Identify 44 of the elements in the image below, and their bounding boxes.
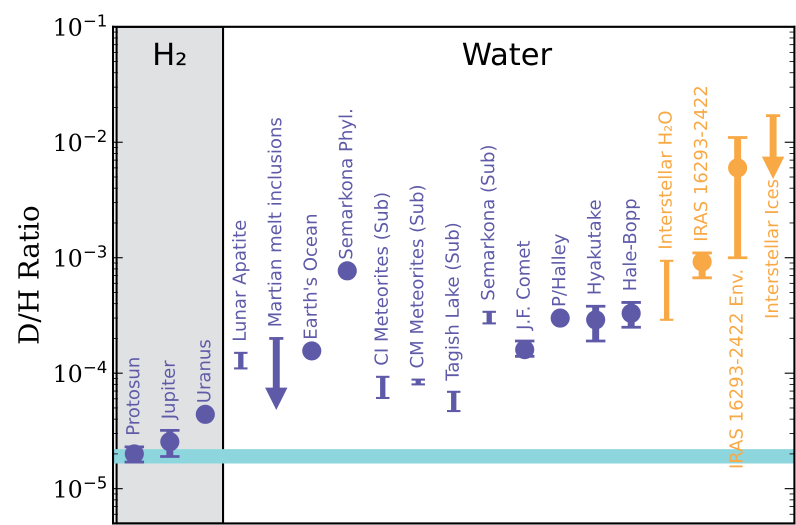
point <box>160 432 180 452</box>
point <box>692 252 712 272</box>
x-tick-label: Interstellar H₂O <box>658 111 672 248</box>
x-tick-label: J.F. Comet <box>516 240 534 331</box>
x-tick-label: CM Meteorites (Sub) <box>409 186 426 368</box>
point <box>196 404 215 424</box>
bar <box>416 380 421 384</box>
point <box>338 261 357 280</box>
point <box>265 388 288 410</box>
point <box>550 308 570 328</box>
x-tick-label: Lunar Apatite <box>232 220 250 340</box>
y-tick-label: 10$^{−3}$ <box>56 245 106 267</box>
x-tick-label: Uranus <box>197 340 211 402</box>
x-tick-label: Tagish Lake (Sub) <box>444 224 462 381</box>
x-tick-label: Interstellar Ices <box>764 180 778 318</box>
x-tick-label: Martian melt inclusions <box>268 118 282 326</box>
y-tick-label: 10$^{−1}$ <box>56 14 106 36</box>
y-tick-label: 10$^{−2}$ <box>56 130 106 152</box>
x-tick-label: CI Meteorites (Sub) <box>374 193 390 365</box>
x-tick-label: IRAS 16293-2422 <box>694 87 708 240</box>
x-tick-label: IRAS 16293-2422 Env. <box>729 270 743 468</box>
x-tick-label: Hyakutake <box>586 200 604 294</box>
band-label: H₂ <box>155 42 186 66</box>
bar <box>238 352 244 368</box>
point <box>302 341 322 360</box>
point <box>586 310 606 330</box>
x-tick-label: Semarkona (Sub) <box>480 146 497 300</box>
point <box>728 158 748 178</box>
x-tick-label: P/Halley <box>551 234 569 306</box>
y-tick-label: 10$^{−5}$ <box>56 476 106 498</box>
x-tick-label: Semarkona Phyl. <box>338 110 356 259</box>
bar <box>664 260 670 320</box>
annotation: Water <box>462 42 552 66</box>
y-axis-title: D/H Ratio <box>18 206 42 344</box>
x-tick-label: Hale-Bopp <box>622 199 640 290</box>
point <box>762 156 784 180</box>
x-tick-label: Earth's Ocean <box>303 215 318 338</box>
x-tick-label: Protosun <box>126 358 140 434</box>
bar <box>486 312 492 324</box>
point <box>622 304 641 323</box>
bar <box>380 376 386 398</box>
bar <box>451 392 456 412</box>
x-tick-label: Jupiter <box>161 360 179 420</box>
y-tick-label: 10$^{−4}$ <box>56 360 106 382</box>
